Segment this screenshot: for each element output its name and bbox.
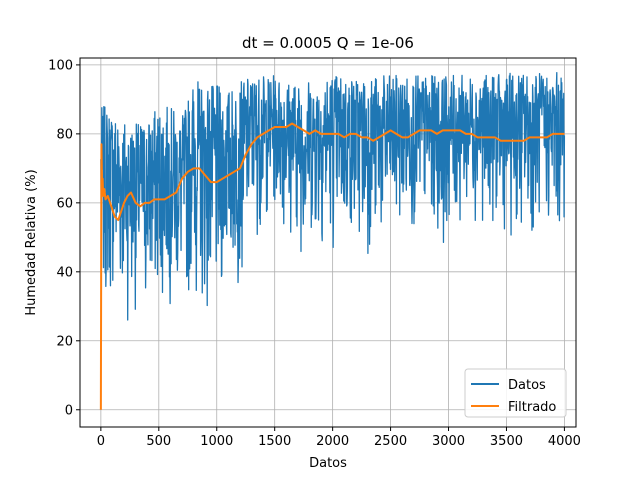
x-tick-label: 4000 — [548, 434, 581, 449]
x-tick-label: 2000 — [316, 434, 349, 449]
plot-frame — [79, 57, 577, 428]
x-tick-label: 3500 — [490, 434, 523, 449]
y-tick-label: 100 — [48, 58, 73, 73]
x-tick-label: 2500 — [374, 434, 407, 449]
y-tick-label: 20 — [56, 334, 73, 349]
y-tick-label: 80 — [56, 127, 73, 142]
y-tick-label: 0 — [65, 403, 73, 418]
series-filtrado-line — [99, 122, 565, 410]
x-tick-label: 3000 — [432, 434, 465, 449]
y-tick-label: 40 — [56, 265, 73, 280]
series-datos-line — [100, 71, 566, 321]
legend-label: Datos — [508, 378, 546, 393]
x-tick-label: 1000 — [200, 434, 233, 449]
legend: Datos Filtrado — [464, 368, 567, 418]
x-tick-label: 500 — [146, 434, 171, 449]
data-layer — [99, 71, 566, 410]
chart-title: dt = 0.0005 Q = 1e-06 — [242, 34, 414, 52]
legend-label: Filtrado — [508, 400, 556, 415]
x-tick-label: 1500 — [258, 434, 291, 449]
y-axis-label: Humedad Relativa (%) — [24, 169, 39, 315]
x-axis-label: Datos — [309, 456, 347, 471]
ticks: 0 500 1000 1500 2000 2500 3000 3500 4000 0 20 40 60 8… — [48, 58, 581, 449]
y-tick-label: 60 — [56, 196, 73, 211]
x-tick-label: 0 — [97, 434, 105, 449]
